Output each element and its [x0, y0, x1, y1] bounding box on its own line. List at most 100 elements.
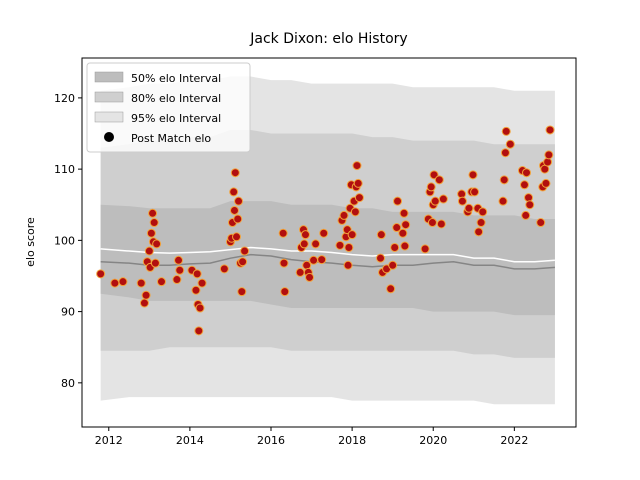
scatter-point	[278, 228, 288, 238]
scatter-point	[388, 260, 398, 270]
x-tick-label: 2018	[338, 434, 366, 447]
scatter-point	[519, 180, 529, 190]
scatter-point	[238, 257, 248, 267]
scatter-point	[232, 232, 242, 242]
legend-label: 80% elo Interval	[131, 92, 221, 105]
scatter-point	[279, 258, 289, 268]
y-tick-label: 100	[54, 234, 75, 247]
scatter-point	[343, 260, 353, 270]
scatter-point	[393, 196, 403, 206]
scatter-point	[390, 242, 400, 252]
scatter-point	[464, 203, 474, 213]
scatter-point	[401, 220, 411, 230]
scatter-point	[197, 278, 207, 288]
scatter-point	[139, 298, 149, 308]
scatter-point	[468, 170, 478, 180]
scatter-point	[470, 187, 480, 197]
scatter-point	[335, 240, 345, 250]
scatter-point	[146, 228, 156, 238]
scatter-point	[544, 150, 554, 160]
scatter-point	[175, 265, 185, 275]
scatter-point	[400, 241, 410, 251]
y-axis-label: elo score	[24, 217, 37, 267]
scatter-point	[399, 208, 409, 218]
scatter-point	[229, 187, 239, 197]
scatter-point	[436, 219, 446, 229]
scatter-point	[319, 228, 329, 238]
scatter-point	[500, 148, 510, 158]
scatter-point	[339, 210, 349, 220]
y-tick-label: 120	[54, 92, 75, 105]
scatter-point	[234, 196, 244, 206]
scatter-point	[230, 168, 240, 178]
scatter-point	[476, 218, 486, 228]
legend-swatch	[94, 71, 124, 83]
scatter-point	[136, 278, 146, 288]
scatter-point	[376, 230, 386, 240]
scatter-point	[498, 196, 508, 206]
scatter-point	[192, 269, 202, 279]
scatter-point	[420, 244, 430, 254]
scatter-point	[280, 287, 290, 297]
scatter-point	[172, 275, 182, 285]
scatter-point	[300, 230, 310, 240]
scatter-point	[237, 287, 247, 297]
x-tick-label: 2020	[419, 434, 447, 447]
legend-label: Post Match elo	[131, 132, 211, 145]
scatter-point	[233, 214, 243, 224]
scatter-point	[522, 168, 532, 178]
scatter-point	[148, 208, 158, 218]
scatter-point	[352, 161, 362, 171]
scatter-point	[521, 210, 531, 220]
trend-line	[100, 253, 555, 270]
scatter-point	[525, 200, 535, 210]
scatter-point	[350, 207, 360, 217]
scatter-point	[156, 277, 166, 287]
scatter-point	[191, 285, 201, 295]
scatter-point	[305, 272, 315, 282]
scatter-point	[499, 175, 509, 185]
scatter-point	[434, 175, 444, 185]
scatter-point	[505, 139, 515, 149]
legend-marker	[104, 132, 114, 142]
scatter-point	[474, 227, 484, 237]
scatter-point	[110, 278, 120, 288]
x-tick-label: 2022	[500, 434, 528, 447]
scatter-point	[141, 290, 151, 300]
scatter-point	[150, 258, 160, 268]
scatter-point	[295, 267, 305, 277]
interval-band	[100, 201, 555, 316]
scatter-point	[144, 246, 154, 256]
scatter-point	[347, 230, 357, 240]
scatter-point	[311, 239, 321, 249]
legend-label: 95% elo Interval	[131, 112, 221, 125]
scatter-point	[354, 193, 364, 203]
x-tick-label: 2012	[95, 434, 123, 447]
scatter-point	[194, 326, 204, 336]
legend-swatch	[94, 91, 124, 103]
x-tick-label: 2014	[176, 434, 204, 447]
scatter-point	[353, 178, 363, 188]
scatter-point	[229, 205, 239, 215]
scatter-point	[174, 255, 184, 265]
scatter-point	[392, 223, 402, 233]
scatter-point	[118, 277, 128, 287]
scatter-point	[195, 303, 205, 313]
scatter-point	[96, 269, 106, 279]
scatter-point	[398, 228, 408, 238]
y-tick-label: 110	[54, 163, 75, 176]
scatter-point	[541, 178, 551, 188]
legend-label: 50% elo Interval	[131, 72, 221, 85]
plot-frame	[81, 57, 577, 428]
scatter-point	[438, 194, 448, 204]
y-tick-label: 80	[61, 377, 75, 390]
legend-swatch	[94, 111, 124, 123]
scatter-point	[545, 125, 555, 135]
scatter-point	[149, 218, 159, 228]
y-tick-label: 90	[61, 306, 75, 319]
scatter-point	[152, 239, 162, 249]
scatter-point	[219, 264, 229, 274]
scatter-point	[376, 253, 386, 263]
trend-line	[100, 246, 555, 263]
